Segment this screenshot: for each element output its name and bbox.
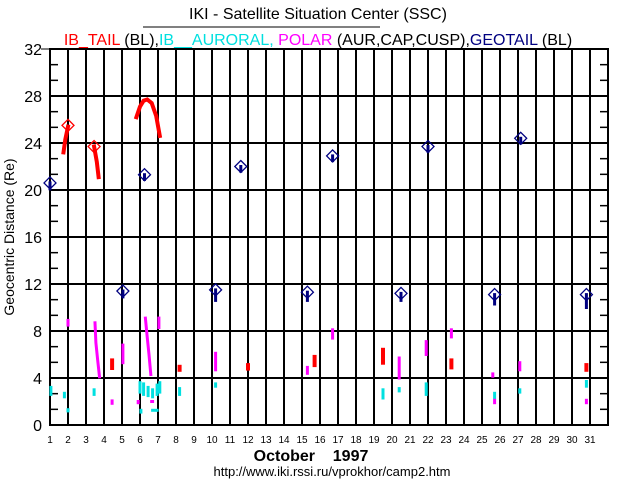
x-tick-label: 30 bbox=[566, 435, 578, 446]
x-tick-label: 13 bbox=[260, 435, 272, 446]
y-tick-label: 28 bbox=[24, 89, 42, 106]
data-track bbox=[93, 321, 102, 379]
x-tick-label: 6 bbox=[137, 435, 143, 446]
legend-entry: (BL), bbox=[120, 32, 159, 49]
chart-title: IKI - Satellite Situation Center (SSC) bbox=[189, 6, 447, 23]
x-tick-label: 4 bbox=[101, 435, 107, 446]
y-tick-label: 12 bbox=[24, 277, 42, 294]
plot-frame bbox=[49, 48, 609, 426]
x-tick-label: 22 bbox=[422, 435, 434, 446]
diamond-marker bbox=[579, 287, 594, 302]
series-ib-auroral bbox=[49, 380, 588, 414]
x-tick-label: 29 bbox=[548, 435, 560, 446]
series-geotail bbox=[43, 131, 594, 309]
y-tick-label: 32 bbox=[24, 42, 42, 59]
diamond-marker bbox=[137, 167, 152, 182]
diamond-marker bbox=[43, 176, 57, 190]
x-tick-label: 23 bbox=[440, 435, 452, 446]
x-tick-label: 2 bbox=[65, 435, 71, 446]
diamond-marker bbox=[61, 118, 75, 133]
x-tick-label: 9 bbox=[191, 435, 197, 446]
diamond-marker bbox=[300, 285, 315, 300]
x-tick-label: 15 bbox=[296, 435, 308, 446]
diamond-marker bbox=[115, 284, 130, 298]
x-tick-label: 27 bbox=[512, 435, 524, 446]
x-tick-label: 12 bbox=[242, 435, 254, 446]
x-tick-label: 21 bbox=[404, 435, 416, 446]
legend: IB_TAIL (BL),IB__AURORAL, POLAR (AUR,CAP… bbox=[64, 32, 572, 49]
x-tick-label: 20 bbox=[386, 435, 398, 446]
y-axis-label: Geocentric Distance (Re) bbox=[1, 158, 17, 315]
diamond-marker bbox=[394, 286, 408, 301]
x-tick-label: 31 bbox=[584, 435, 596, 446]
x-tick-label: 14 bbox=[278, 435, 290, 446]
diamond-marker bbox=[487, 287, 502, 302]
y-tick-label: 24 bbox=[24, 136, 42, 153]
data-track bbox=[143, 316, 153, 377]
diamond-marker bbox=[208, 282, 223, 297]
y-tick-label: 8 bbox=[33, 324, 42, 341]
data-marks bbox=[43, 97, 594, 414]
x-tick-label: 3 bbox=[83, 435, 89, 446]
diamond-marker bbox=[513, 131, 528, 146]
y-tick-label: 16 bbox=[24, 230, 42, 247]
source-url[interactable]: http://www.iki.rssi.ru/vprokhor/camp2.ht… bbox=[214, 464, 451, 479]
x-tick-label: 25 bbox=[476, 435, 488, 446]
legend-entry: (BL) bbox=[537, 32, 572, 49]
series-polar bbox=[66, 316, 588, 405]
legend-entry: (AUR,CAP,CUSP), bbox=[332, 32, 470, 49]
x-tick-label: 1 bbox=[47, 435, 53, 446]
x-tick-label: 18 bbox=[350, 435, 362, 446]
x-tick-labels: 1 2 3 4 5 6 7 8 9 10 11 12 13 14 15 16 17 18 19 20 21 22 23 24 2… bbox=[47, 435, 596, 446]
y-tick-label: 20 bbox=[24, 183, 42, 200]
y-tick-label: 0 bbox=[33, 418, 42, 435]
diamond-marker bbox=[87, 139, 102, 154]
diamond-marker bbox=[233, 159, 248, 174]
y-tick-label: 4 bbox=[33, 371, 42, 388]
x-tick-label: 16 bbox=[314, 435, 326, 446]
x-tick-label: 17 bbox=[332, 435, 344, 446]
y-tick-labels: 0 4 8 12 16 20 24 28 32 bbox=[24, 42, 42, 435]
x-tick-label: 24 bbox=[458, 435, 470, 446]
x-tick-label: 11 bbox=[225, 435, 236, 446]
x-tick-label: 10 bbox=[206, 435, 218, 446]
legend-entry: IB_TAIL bbox=[64, 32, 121, 49]
legend-entry: GEOTAIL bbox=[470, 32, 538, 49]
diamond-marker bbox=[421, 139, 435, 154]
grid bbox=[49, 48, 609, 426]
x-tick-label: 28 bbox=[530, 435, 542, 446]
legend-entry: IB__AURORAL, bbox=[159, 32, 278, 49]
data-track bbox=[133, 97, 163, 139]
x-tick-label: 19 bbox=[368, 435, 380, 446]
legend-entry: POLAR bbox=[278, 32, 332, 49]
diamond-marker bbox=[325, 149, 340, 163]
series-ib-tail bbox=[61, 97, 589, 372]
x-tick-label: 7 bbox=[155, 435, 161, 446]
x-tick-label: 8 bbox=[173, 435, 179, 446]
x-tick-label: 5 bbox=[119, 435, 125, 446]
x-tick-label: 26 bbox=[494, 435, 506, 446]
x-axis-label: October 1997 bbox=[254, 448, 369, 465]
